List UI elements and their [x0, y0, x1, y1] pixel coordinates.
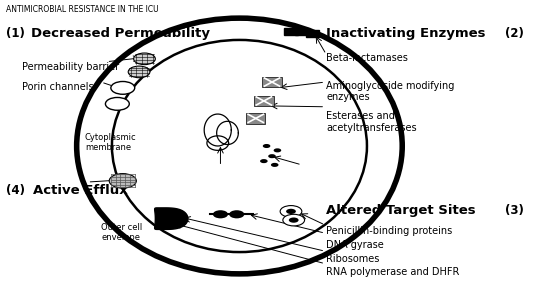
Bar [306, 30, 319, 37]
Text: Outer cell
envelope: Outer cell envelope [101, 223, 143, 242]
Text: Active Efflux: Active Efflux [33, 184, 128, 197]
Circle shape [111, 81, 135, 94]
Text: Ribosomes: Ribosomes [326, 253, 380, 263]
Text: Beta-lactamases: Beta-lactamases [326, 53, 408, 63]
Circle shape [260, 159, 268, 163]
Text: (1): (1) [6, 27, 25, 40]
Bar [285, 28, 298, 35]
Text: Penicillin-binding proteins: Penicillin-binding proteins [326, 226, 453, 236]
Circle shape [109, 174, 137, 188]
Bar [295, 28, 308, 35]
Text: (3): (3) [505, 204, 524, 217]
Text: Decreased Permeability: Decreased Permeability [30, 27, 209, 40]
Circle shape [271, 163, 279, 167]
Text: Esterases and
acetyltransferases: Esterases and acetyltransferases [326, 111, 417, 133]
Circle shape [106, 98, 129, 110]
Polygon shape [154, 208, 188, 230]
Circle shape [286, 209, 296, 214]
Circle shape [274, 148, 281, 152]
Circle shape [289, 218, 299, 223]
Text: ANTIMICROBIAL RESISTANCE IN THE ICU: ANTIMICROBIAL RESISTANCE IN THE ICU [6, 5, 159, 14]
Circle shape [280, 206, 302, 217]
Text: Altered Target Sites: Altered Target Sites [326, 204, 476, 217]
Circle shape [134, 53, 156, 65]
Text: Porin channels: Porin channels [22, 82, 94, 92]
Text: Permeability barrier: Permeability barrier [22, 62, 120, 72]
Circle shape [283, 214, 305, 226]
Text: (4): (4) [6, 184, 25, 197]
Text: Inactivating Enzymes: Inactivating Enzymes [326, 27, 486, 40]
Circle shape [128, 66, 150, 78]
Text: RNA polymerase and DHFR: RNA polymerase and DHFR [326, 267, 460, 277]
Circle shape [213, 210, 228, 218]
Text: (2): (2) [505, 27, 524, 40]
Circle shape [263, 144, 270, 148]
Text: Cytoplasmic
membrane: Cytoplasmic membrane [85, 133, 137, 152]
Text: DNA gyrase: DNA gyrase [326, 240, 384, 251]
Ellipse shape [112, 40, 367, 252]
Bar [246, 113, 265, 124]
Bar [262, 77, 282, 87]
Text: Aminoglycoside modifying
enzymes: Aminoglycoside modifying enzymes [326, 81, 455, 102]
Circle shape [229, 210, 244, 218]
Bar [254, 96, 274, 106]
Ellipse shape [77, 18, 402, 274]
Circle shape [268, 154, 276, 158]
